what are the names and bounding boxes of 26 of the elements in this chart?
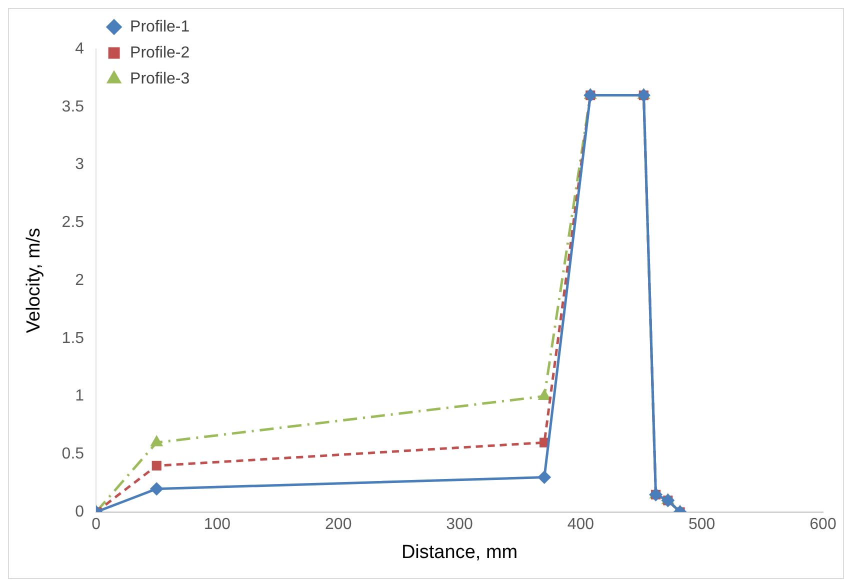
point xyxy=(150,482,163,496)
point xyxy=(152,460,162,470)
y-tick-label: 0.5 xyxy=(62,446,84,463)
y-tick-label: 3.5 xyxy=(62,98,84,116)
x-tick-label: 100 xyxy=(204,516,231,534)
y-tick-label: 1 xyxy=(75,388,84,405)
point xyxy=(151,436,162,446)
y-tick-label: 1.5 xyxy=(62,330,84,347)
legend-label: Profile-3 xyxy=(130,70,190,88)
y-axis-title: Velocity, m/s xyxy=(24,228,45,334)
x-tick-label: 600 xyxy=(810,516,836,534)
y-tick-label: 2 xyxy=(75,272,84,289)
x-tick-label: 500 xyxy=(688,516,716,534)
x-tick-label: 400 xyxy=(567,516,594,534)
legend-label: Profile-2 xyxy=(130,44,190,62)
y-tick-label: 0 xyxy=(75,503,84,520)
legend-label: Profile-1 xyxy=(130,18,190,36)
x-tick-label: 0 xyxy=(92,516,101,534)
x-tick-label: 300 xyxy=(446,516,473,534)
point xyxy=(538,390,550,400)
x-tick-label: 200 xyxy=(325,516,352,534)
y-tick-label: 3 xyxy=(75,156,84,174)
y-tick-label: 4 xyxy=(75,40,84,58)
y-tick-label: 2.5 xyxy=(62,214,84,232)
x-axis-title: Distance, mm xyxy=(401,542,518,563)
point xyxy=(538,471,551,484)
